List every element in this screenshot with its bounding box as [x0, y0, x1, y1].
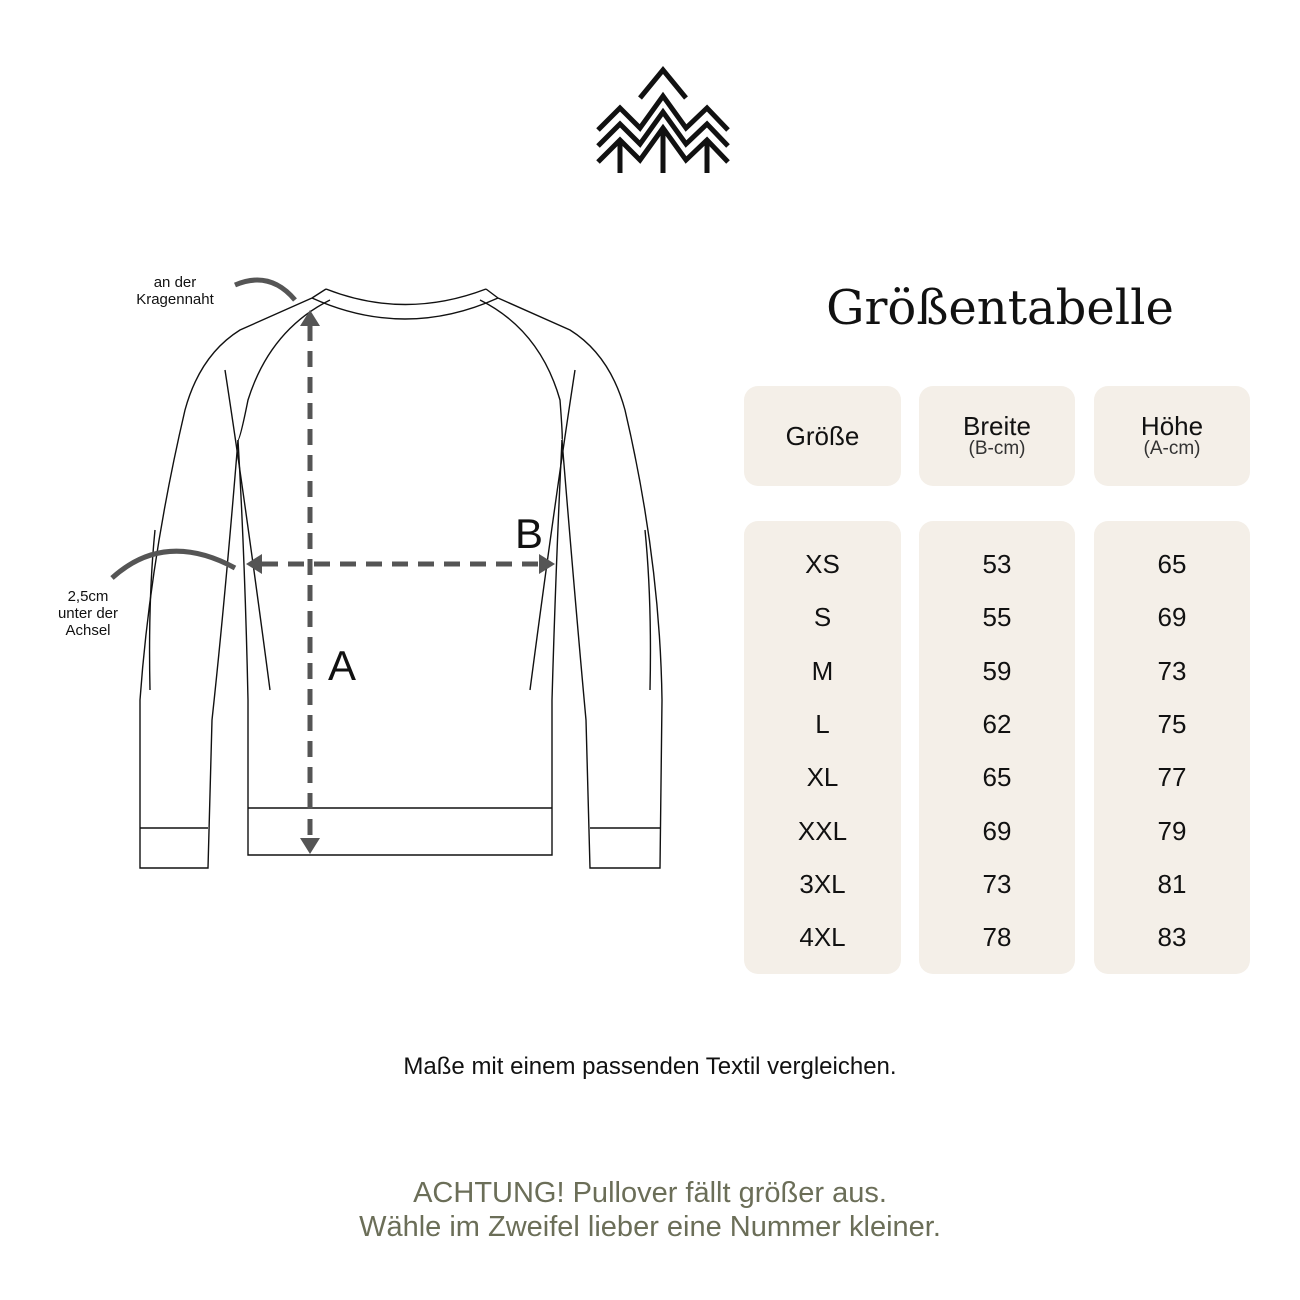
table-title: Größentabelle [826, 280, 1174, 336]
table-cell: 81 [1157, 868, 1187, 899]
sweater-diagram [110, 277, 663, 869]
header-label: Größe [785, 421, 860, 451]
table-cell: L [815, 708, 830, 739]
table-cell: 69 [982, 815, 1012, 846]
column-width: 53 55 59 62 65 69 73 78 [919, 521, 1075, 974]
armpit-pointer-arrow [110, 548, 237, 580]
table-cell: XXL [797, 815, 848, 846]
header-sublabel: (A-cm) [1143, 438, 1201, 459]
warning-line: ACHTUNG! Pullover fällt größer aus. [413, 1177, 887, 1209]
warning-line: Wähle im Zweifel lieber eine Nummer klei… [359, 1211, 941, 1243]
table-cell: XS [805, 549, 840, 579]
table-cell: 73 [982, 868, 1012, 899]
collar-label-line: an der [153, 274, 197, 291]
table-cell: XL [806, 762, 839, 793]
armpit-label-line: Achsel [65, 622, 111, 639]
table-cell: 75 [1157, 708, 1187, 739]
table-cell: 3XL [799, 868, 846, 899]
table-cell: 78 [982, 922, 1012, 953]
header-height: Höhe (A-cm) [1094, 386, 1250, 486]
armpit-label: 2,5cm unter der Achsel [40, 588, 136, 639]
header-sublabel: (B-cm) [968, 438, 1026, 459]
header-width: Breite (B-cm) [919, 386, 1075, 486]
column-sizes: XS S M L XL XXL 3XL 4XL [744, 521, 901, 974]
table-cell: 77 [1157, 762, 1187, 793]
table-cell: M [811, 655, 834, 686]
table-cell: 62 [982, 708, 1012, 739]
table-cell: 79 [1157, 815, 1187, 846]
table-cell: 73 [1157, 655, 1187, 686]
collar-label: an der Kragennaht [120, 274, 230, 308]
column-height: 65 69 73 75 77 79 81 83 [1094, 521, 1250, 974]
table-cell: 4XL [799, 922, 846, 953]
sweater-outline [139, 288, 663, 869]
letter-a: A [328, 642, 357, 689]
letter-b: B [515, 510, 544, 557]
size-warning: ACHTUNG! Pullover fällt größer aus. Wähl… [0, 1176, 1300, 1244]
header-size: Größe [744, 386, 901, 486]
table-cell: 83 [1157, 922, 1187, 953]
armpit-label-line: unter der [57, 605, 119, 622]
table-cell: 69 [1157, 602, 1187, 633]
measure-note: Maße mit einem passenden Textil vergleic… [403, 1053, 897, 1080]
table-cell: 53 [982, 549, 1012, 579]
table-cell: 55 [982, 602, 1012, 633]
table-cell: 65 [1157, 549, 1187, 579]
header-label: Höhe [1140, 411, 1204, 441]
collar-label-line: Kragennaht [136, 291, 214, 308]
table-cell: 59 [982, 655, 1012, 686]
collar-pointer-arrow [234, 277, 297, 302]
table-cell: S [813, 602, 832, 633]
pine-trees-logo [596, 66, 730, 173]
armpit-label-line: 2,5cm [67, 588, 109, 605]
table-cell: 65 [982, 762, 1012, 793]
header-label: Breite [963, 411, 1031, 441]
